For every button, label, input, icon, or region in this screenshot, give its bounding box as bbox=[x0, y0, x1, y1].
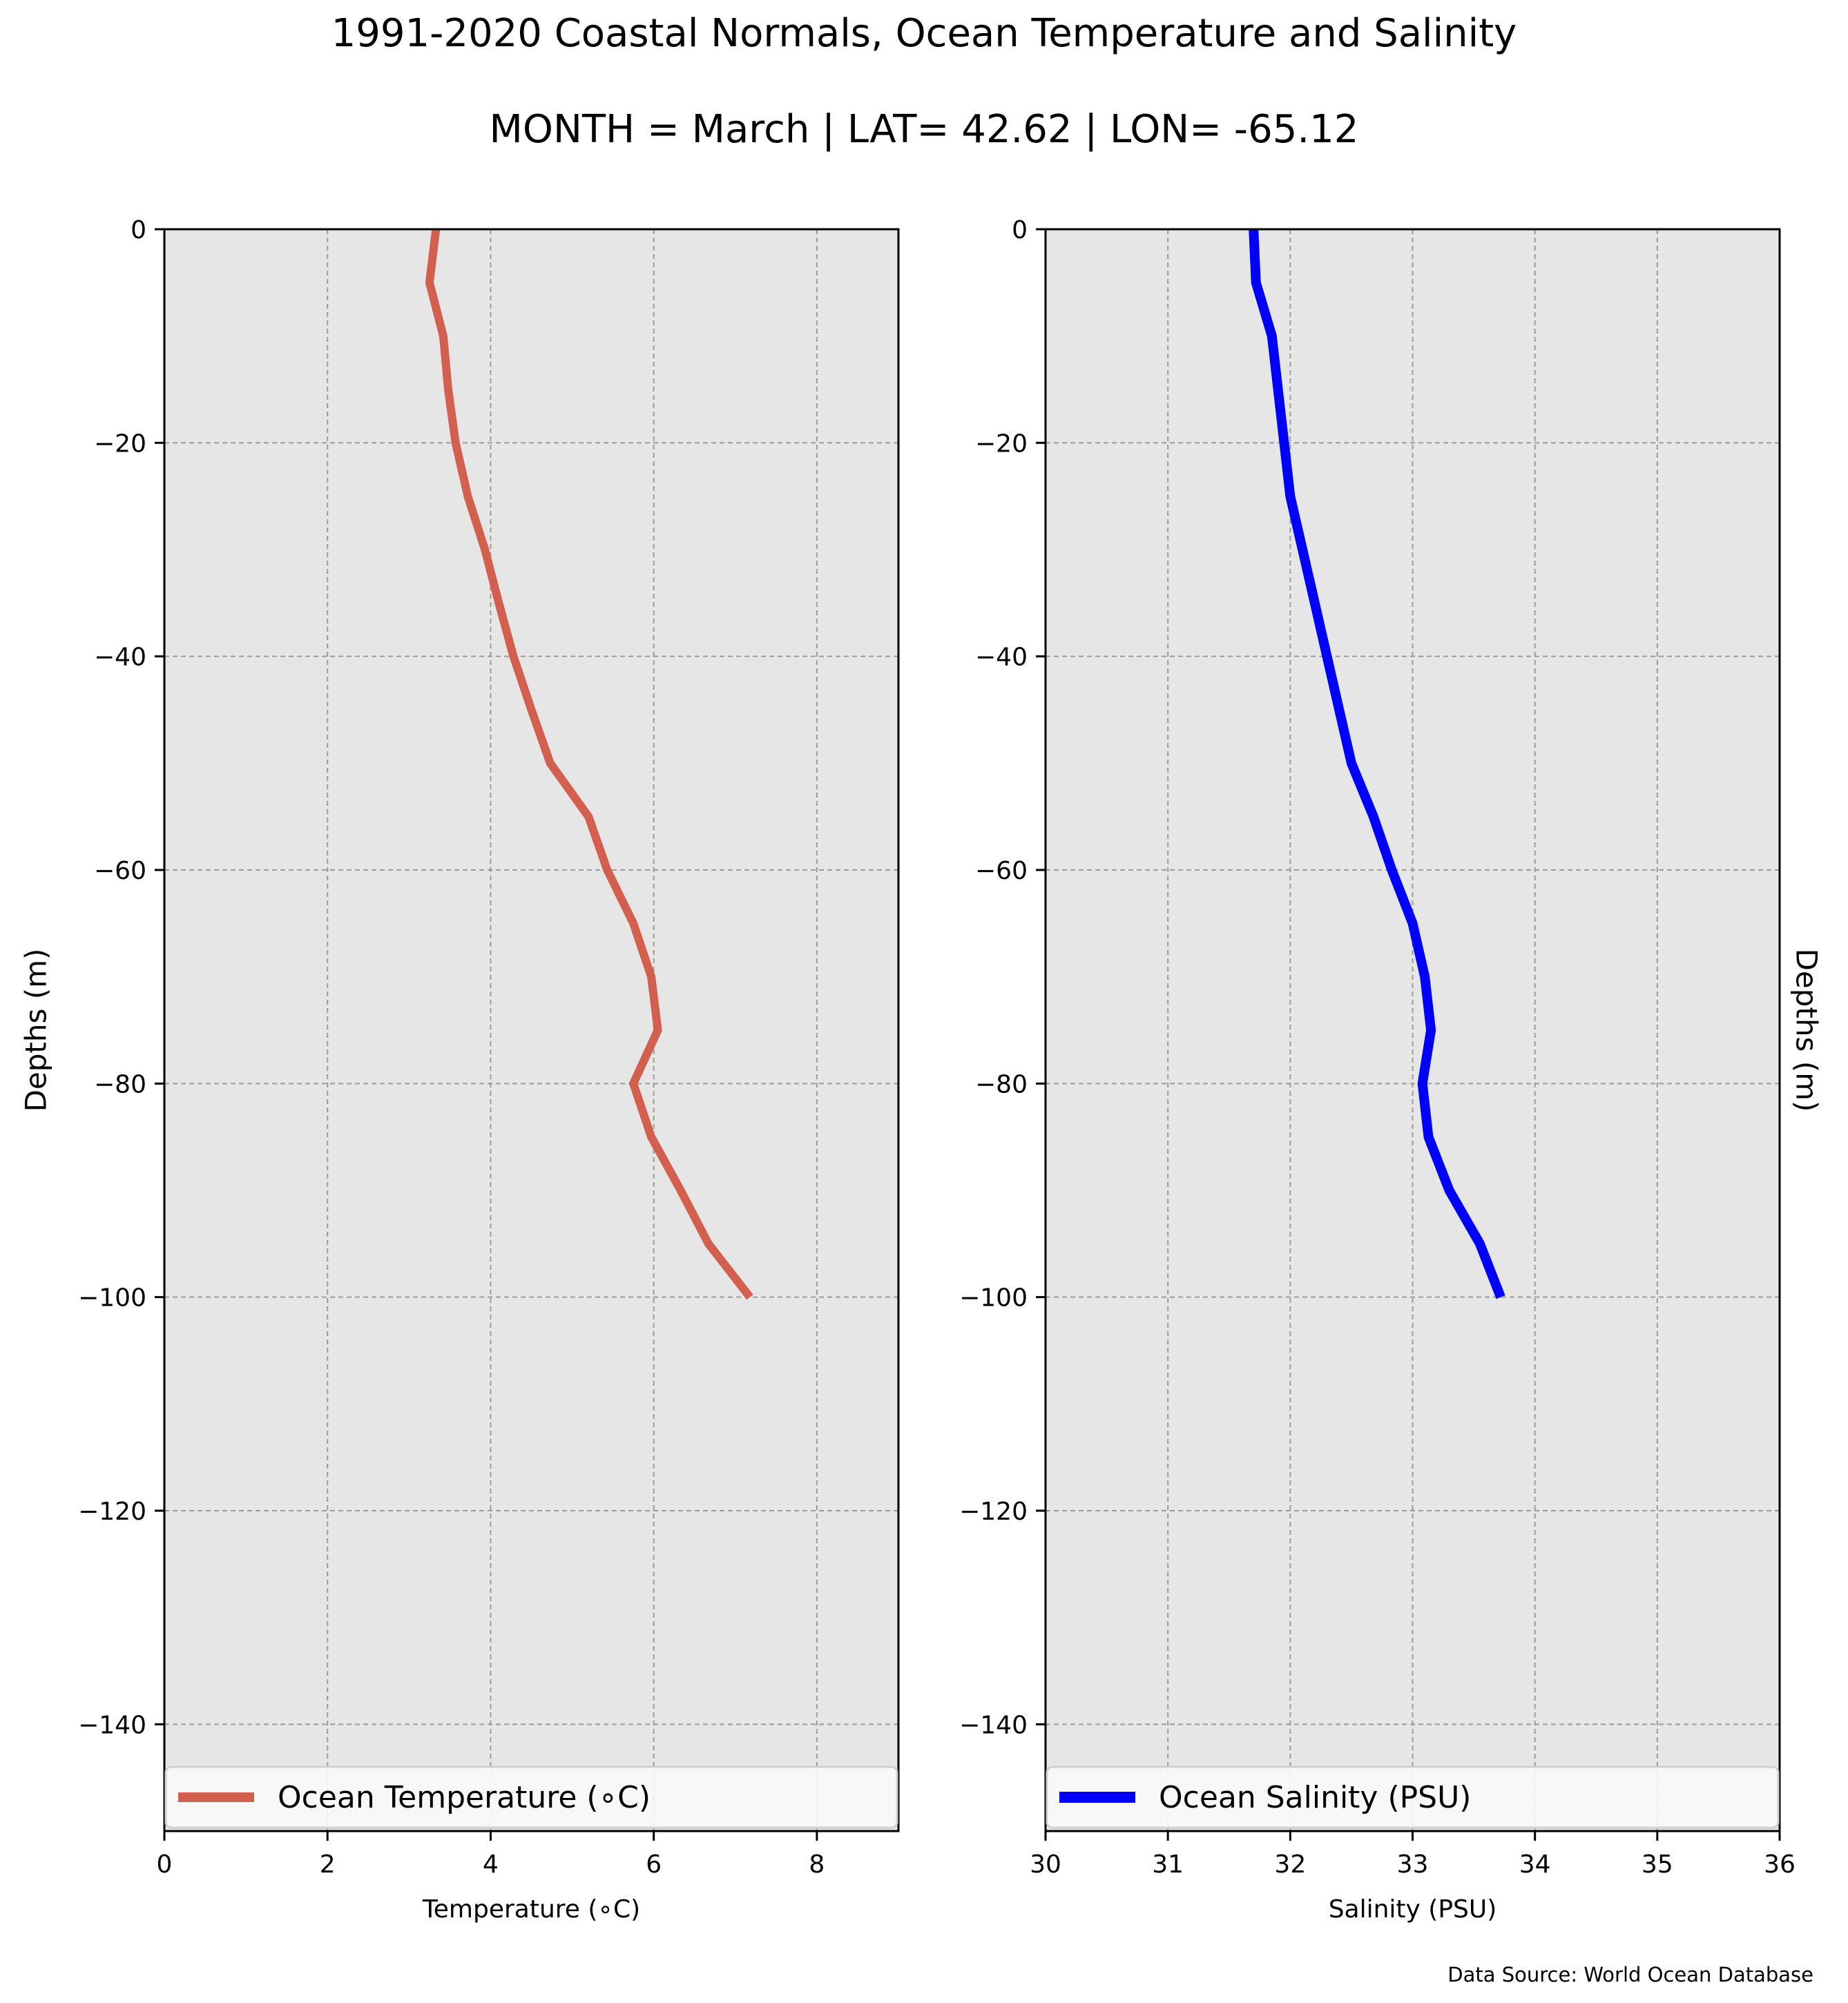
x-tick-label: 0 bbox=[157, 1850, 173, 1879]
y-axis-label: Depths (m) bbox=[1790, 949, 1824, 1112]
chart-panel-1: 0 2 4 6 8 0 −20 −40 −60 −80 −100 −120 −140 Temperatur… bbox=[19, 216, 900, 1924]
y-tick-label: −20 bbox=[94, 429, 146, 458]
y-tick-label: −120 bbox=[78, 1498, 146, 1526]
x-tick-label: 31 bbox=[1152, 1850, 1184, 1879]
y-tick-label: −60 bbox=[94, 857, 146, 885]
y-tick-label: −80 bbox=[94, 1070, 146, 1099]
y-tick-label: −40 bbox=[94, 644, 146, 672]
series-line-2-1 bbox=[1249, 229, 1505, 1299]
plot-area bbox=[164, 229, 898, 1831]
y-tick-label: −100 bbox=[78, 1284, 146, 1313]
y-tick-label: 0 bbox=[1012, 216, 1028, 244]
y-tick-label: −140 bbox=[78, 1711, 146, 1739]
chart-subtitle: MONTH = March | LAT= 42.62 | LON= -65.12 bbox=[489, 107, 1359, 152]
legend-label: Ocean Temperature (∘C) bbox=[278, 1780, 651, 1815]
chart-panel-2: 30 31 32 33 34 35 36 0 −20 −40 −60 −80 −100 −120 −140 S… bbox=[959, 216, 1823, 1924]
legend-label: Ocean Salinity (PSU) bbox=[1159, 1780, 1471, 1815]
y-tick-label: −60 bbox=[975, 857, 1028, 885]
y-tick-label: −120 bbox=[959, 1498, 1028, 1526]
y-tick-label: −140 bbox=[959, 1711, 1028, 1739]
x-tick-label: 30 bbox=[1030, 1850, 1061, 1879]
data-source-note: Data Source: World Ocean Database bbox=[1447, 1963, 1813, 1986]
plot-frame bbox=[163, 228, 900, 1832]
x-tick-label: 4 bbox=[483, 1850, 499, 1879]
y-tick-label: 0 bbox=[131, 216, 146, 244]
y-tick-label: −40 bbox=[975, 644, 1028, 672]
chart-title: 1991-2020 Coastal Normals, Ocean Tempera… bbox=[331, 11, 1517, 56]
legend-box bbox=[164, 1765, 898, 1829]
y-tick-label: −20 bbox=[975, 429, 1028, 458]
x-axis-label: Salinity (PSU) bbox=[1329, 1895, 1497, 1924]
legend-box bbox=[1046, 1765, 1780, 1829]
y-tick-label: −80 bbox=[975, 1070, 1028, 1099]
x-tick-label: 35 bbox=[1642, 1850, 1673, 1879]
y-axis-label: Depths (m) bbox=[19, 949, 53, 1112]
series-line-1-1 bbox=[425, 229, 753, 1300]
x-tick-label: 36 bbox=[1764, 1850, 1796, 1879]
x-tick-label: 34 bbox=[1519, 1850, 1551, 1879]
y-tick-label: −100 bbox=[959, 1284, 1028, 1313]
x-tick-label: 8 bbox=[809, 1850, 825, 1879]
x-tick-label: 32 bbox=[1274, 1850, 1306, 1879]
x-tick-label: 6 bbox=[646, 1850, 662, 1879]
x-tick-label: 33 bbox=[1397, 1850, 1429, 1879]
x-axis-label: Temperature (∘C) bbox=[422, 1895, 640, 1924]
x-tick-label: 2 bbox=[320, 1850, 336, 1879]
